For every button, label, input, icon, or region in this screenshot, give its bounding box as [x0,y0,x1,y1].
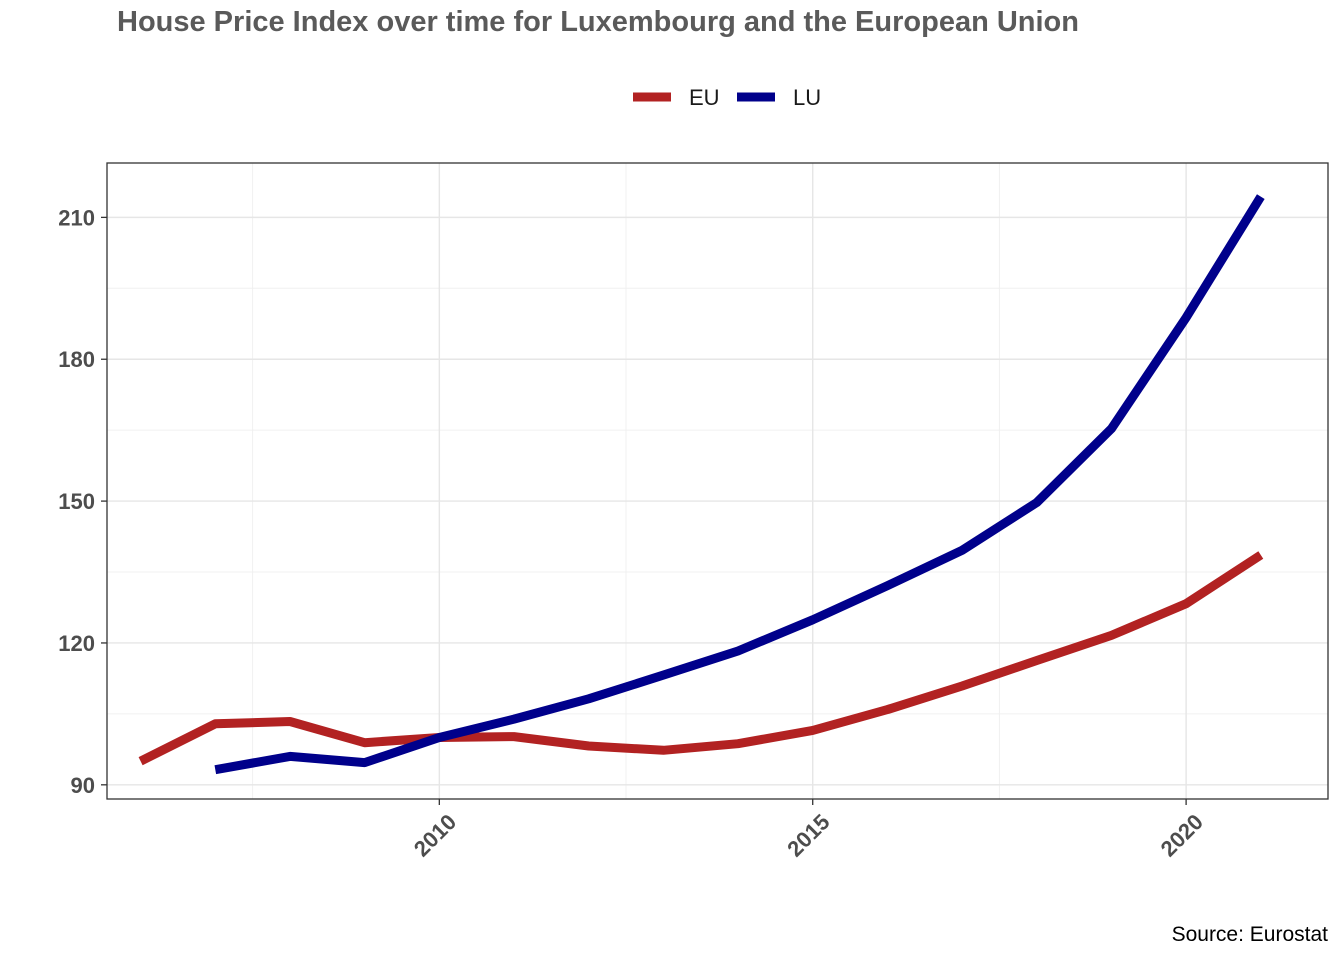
y-tick-label: 150 [58,489,95,514]
chart-title: House Price Index over time for Luxembou… [117,6,1079,38]
y-tick-label: 180 [58,347,95,372]
y-tick-label: 90 [71,773,95,798]
x-axis: 2010 2015 2020 [409,799,1208,861]
series-line-lu [214,194,1265,775]
legend-label-lu: LU [793,85,821,110]
x-tick-label: 2020 [1156,809,1208,861]
grid-lines [107,163,1328,799]
y-tick-label: 210 [58,205,95,230]
legend: EU LU [633,85,821,110]
series-line-eu [138,551,1264,766]
plot-border [106,162,1329,800]
plot-area [106,162,1329,800]
x-tick-label: 2010 [409,809,461,861]
legend-label-eu: EU [689,85,720,110]
y-axis: 90 120 150 180 210 [58,205,107,798]
source-caption: Source: Eurostat [1172,923,1329,946]
series-lines [138,194,1265,775]
y-tick-label: 120 [58,631,95,656]
x-tick-label: 2015 [782,809,834,861]
